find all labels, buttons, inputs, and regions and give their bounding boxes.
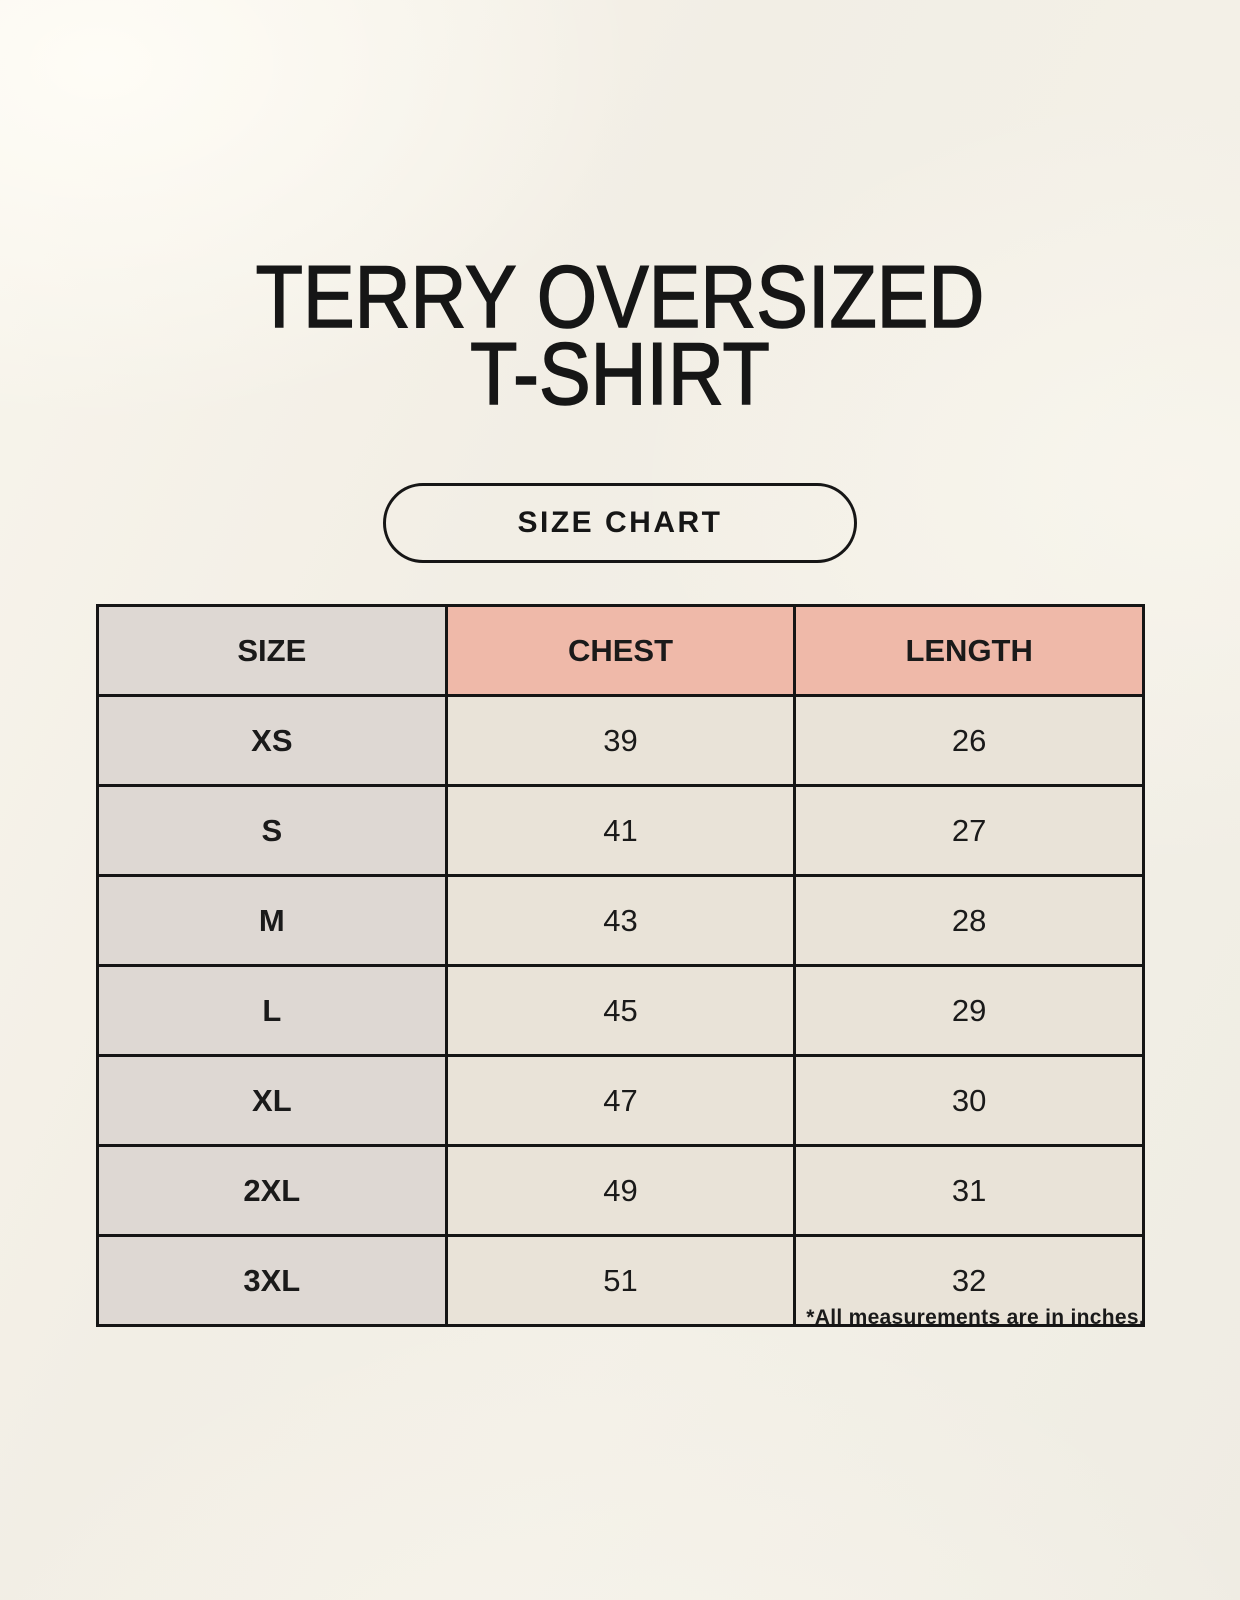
chest-value: 51: [444, 1234, 797, 1327]
page-title-line-2: T-SHIRT: [469, 324, 770, 424]
chest-value: 43: [444, 874, 797, 967]
table-row: XL 47 30: [96, 1054, 1145, 1147]
size-chart-badge: SIZE CHART: [383, 483, 857, 563]
length-value: 27: [793, 784, 1145, 877]
page-title-line-1: TERRY OVERSIZED: [255, 247, 985, 346]
size-label: XS: [96, 694, 448, 787]
length-value: 32: [793, 1234, 1145, 1327]
chest-value: 41: [444, 784, 797, 877]
chest-value: 49: [444, 1144, 797, 1237]
size-label: L: [96, 964, 448, 1057]
column-header-size: SIZE: [96, 604, 448, 697]
size-chart-table: SIZE CHEST LENGTH XS 39 26 S 41 27 M 43 …: [96, 604, 1145, 1327]
chest-value: 39: [444, 694, 797, 787]
size-label: S: [96, 784, 448, 877]
size-label: 2XL: [96, 1144, 448, 1237]
table-row: 3XL 51 32: [96, 1234, 1145, 1327]
length-value: 29: [793, 964, 1145, 1057]
column-header-length: LENGTH: [793, 604, 1145, 697]
size-chart-badge-label: SIZE CHART: [517, 506, 723, 539]
length-value: 28: [793, 874, 1145, 967]
page-title: TERRY OVERSIZED T-SHIRT: [74, 247, 1165, 424]
table-row: S 41 27: [96, 784, 1145, 877]
table-header-row: SIZE CHEST LENGTH: [96, 604, 1145, 697]
length-value: 26: [793, 694, 1145, 787]
chest-value: 47: [444, 1054, 797, 1147]
table-row: 2XL 49 31: [96, 1144, 1145, 1237]
measurements-footnote: *All measurements are in inches.: [806, 1306, 1145, 1329]
table-row: L 45 29: [96, 964, 1145, 1057]
size-label: 3XL: [96, 1234, 448, 1327]
length-value: 31: [793, 1144, 1145, 1237]
table-row: M 43 28: [96, 874, 1145, 967]
chest-value: 45: [444, 964, 797, 1057]
column-header-chest: CHEST: [444, 604, 797, 697]
size-label: M: [96, 874, 448, 967]
size-label: XL: [96, 1054, 448, 1147]
table-row: XS 39 26: [96, 694, 1145, 787]
length-value: 30: [793, 1054, 1145, 1147]
